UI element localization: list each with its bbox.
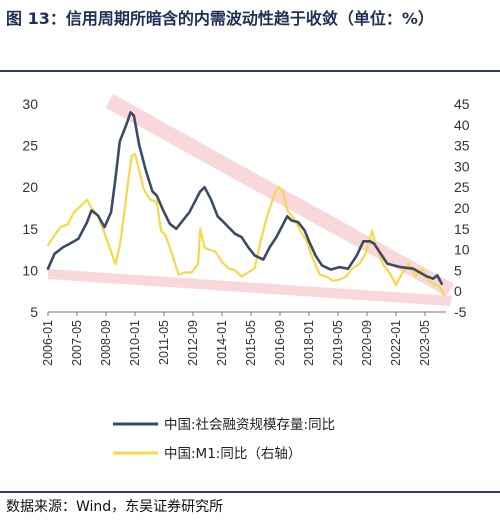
y-left-tick-label: 30 — [22, 96, 38, 112]
y-right-tick-label: 30 — [454, 158, 470, 174]
axes: 5 10 15 20 25 30 -5 0 5 10 15 20 25 30 35 40 45 2006-01 20… — [22, 96, 469, 366]
x-tick-label: 2008-09 — [99, 320, 113, 366]
y-right-tick-label: 40 — [454, 117, 470, 133]
series-line-m1 — [46, 152, 445, 297]
y-left-tick-label: 20 — [22, 179, 38, 195]
x-tick-label: 2022-01 — [389, 320, 403, 366]
chart-canvas: 5 10 15 20 25 30 -5 0 5 10 15 20 25 30 35 40 45 2006-01 20… — [22, 94, 470, 462]
series-lines — [46, 110, 445, 297]
y-left-tick-label: 5 — [30, 304, 38, 320]
trend-bands — [48, 94, 454, 306]
y-right-tick-label: 0 — [454, 283, 462, 299]
y-right-tick-label: 25 — [454, 179, 470, 195]
x-tick-label: 2012-09 — [186, 320, 200, 366]
x-tick-label: 2015-05 — [244, 320, 258, 366]
source-rule — [0, 491, 500, 493]
x-tick-label: 2020-09 — [360, 320, 374, 366]
legend-label: 中国:M1:同比（右轴） — [164, 446, 301, 462]
x-tick-label: 2019-05 — [331, 320, 345, 366]
y-left-tick-label: 10 — [22, 262, 38, 278]
x-tick-label: 2010-01 — [128, 320, 142, 366]
x-tick-label: 2016-09 — [273, 320, 287, 366]
figure-title: 图 13：信用周期所暗含的内需波动性趋于收敛（单位：%） — [6, 9, 434, 28]
y-right-tick-label: 10 — [454, 242, 470, 258]
y-right-tick-label: 5 — [454, 262, 462, 278]
x-tick-label: 2014-01 — [215, 320, 229, 366]
lower-trend-band — [48, 269, 452, 306]
x-tick-label: 2018-01 — [302, 320, 316, 366]
y-right-tick-label: 35 — [454, 138, 470, 154]
y-right-tick-label: -5 — [454, 304, 467, 320]
legend-label: 中国:社会融资规模存量:同比 — [164, 417, 335, 433]
x-tick-label: 2006-01 — [41, 320, 55, 366]
y-right-tick-label: 15 — [454, 221, 470, 237]
y-left-tick-label: 25 — [22, 138, 38, 154]
x-tick-label: 2023-05 — [418, 320, 432, 366]
x-tick-label: 2011-05 — [157, 320, 171, 365]
y-left-tick-label: 15 — [22, 221, 38, 237]
title-rule — [0, 70, 500, 72]
upper-trend-band — [106, 94, 454, 296]
x-tick-label: 2007-05 — [70, 320, 84, 366]
series-line-social-financing — [46, 110, 444, 285]
source-note: 数据来源：Wind，东吴证券研究所 — [6, 499, 224, 515]
y-right-tick-label: 45 — [454, 96, 470, 112]
y-right-tick-label: 20 — [454, 200, 470, 216]
